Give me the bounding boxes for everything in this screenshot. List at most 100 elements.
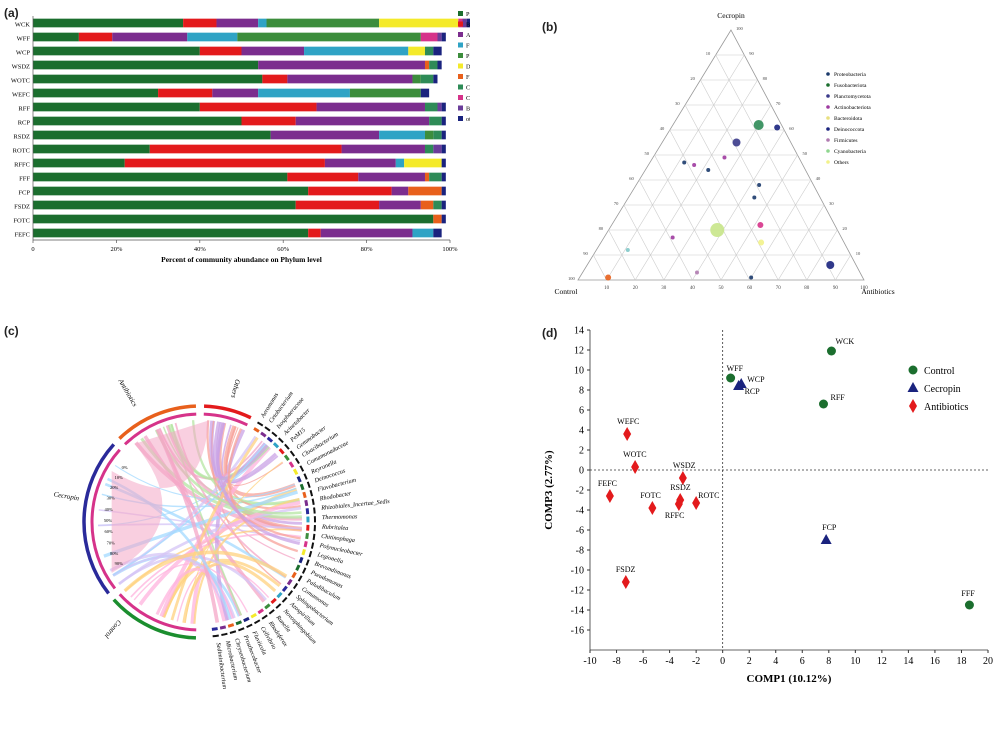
x-tick-label: 0 — [720, 656, 725, 667]
ternary-point — [671, 236, 675, 240]
point-label: FFF — [961, 589, 975, 598]
bar-segment — [33, 117, 242, 126]
tick-label: 70 — [776, 286, 782, 291]
genus-outer-arc — [314, 507, 315, 513]
bar-segment — [433, 215, 441, 224]
point-label: RCP — [745, 387, 761, 396]
legend-swatch — [458, 22, 463, 27]
point-label: FSDZ — [616, 565, 636, 574]
bar-segment — [425, 103, 438, 112]
legend-label: Planctomycetota — [834, 94, 871, 100]
point-label: WCK — [835, 337, 854, 346]
genus-outer-arc — [285, 444, 289, 449]
genus-arc — [261, 433, 266, 436]
bar-segment — [187, 33, 237, 42]
y-tick-label: -6 — [576, 526, 584, 537]
category-label: WEFC — [12, 91, 30, 98]
y-tick-label: 4 — [579, 426, 584, 437]
bar-segment — [358, 173, 425, 182]
genus-outer-arc — [299, 576, 302, 581]
bar-segment — [425, 145, 433, 154]
bar-segment — [258, 19, 266, 28]
legend-swatch — [458, 64, 463, 69]
x-tick-label: -8 — [612, 656, 620, 667]
grid-line — [685, 105, 778, 280]
genus-outer-arc — [254, 620, 259, 623]
x-tick-label: -4 — [665, 656, 673, 667]
ternary-point — [826, 261, 834, 269]
genus-outer-arc — [307, 560, 309, 566]
bar-segment — [216, 19, 258, 28]
point-label: RFF — [830, 393, 845, 402]
genus-outer-arc — [308, 482, 310, 488]
tick-label: 90 — [749, 51, 754, 56]
bar-segment — [33, 187, 308, 196]
grid-line — [593, 255, 606, 280]
genus-outer-arc — [303, 568, 306, 574]
genus-arc — [212, 629, 218, 630]
genus-outer-arc — [296, 458, 299, 463]
bar-segment — [308, 229, 321, 238]
percent-tick: 20% — [110, 485, 119, 490]
bar-segment — [33, 173, 287, 182]
point-label: WOTC — [623, 450, 647, 459]
bar-segment — [379, 19, 458, 28]
bar-segment — [304, 47, 408, 56]
legend-label: Bdellovibrionota — [466, 106, 470, 113]
group-label: Others — [229, 378, 241, 399]
bar-segment — [433, 145, 441, 154]
grid-line — [716, 55, 836, 280]
legend-label: Cyanobacteria — [466, 95, 470, 102]
point-label: ROTC — [698, 491, 719, 500]
legend-label: Bacteroidota — [834, 116, 863, 122]
genus-outer-arc — [311, 490, 313, 496]
tick-label: 100 — [568, 276, 576, 281]
legend-swatch — [458, 43, 463, 48]
genus-outer-arc — [304, 474, 306, 480]
bar-segment — [242, 117, 296, 126]
legend-label: Chloroflexi — [466, 85, 470, 92]
bar-segment — [433, 131, 441, 140]
x-tick-label: 0 — [31, 246, 34, 253]
group-label: Cecropin — [53, 490, 80, 502]
genus-outer-arc — [310, 551, 312, 557]
grid-line — [607, 55, 745, 280]
tick-label: 90 — [833, 286, 839, 291]
tick-label: 90 — [583, 251, 588, 256]
ternary-point — [757, 183, 761, 187]
data-point — [622, 575, 630, 589]
bar-segment — [125, 159, 325, 168]
tick-label: 30 — [661, 286, 667, 291]
x-tick-label: 60% — [277, 246, 290, 253]
bar-segment — [237, 33, 420, 42]
bar-segment — [442, 201, 446, 210]
x-tick-label: 2 — [747, 656, 752, 667]
bar-segment — [33, 201, 296, 210]
bar-segment — [212, 89, 258, 98]
percent-tick: 10% — [115, 475, 124, 480]
bar-segment — [408, 187, 441, 196]
y-tick-label: 14 — [574, 326, 584, 337]
legend-swatch — [458, 106, 463, 111]
legend-label: Deinococcota — [834, 127, 865, 133]
bar-segment — [433, 47, 441, 56]
ternary-plot: 1010102020203030304040405050506060607070… — [530, 0, 1000, 300]
bar-segment — [158, 89, 212, 98]
data-point — [827, 347, 836, 356]
bar-segment — [33, 215, 433, 224]
ternary-point — [682, 161, 686, 165]
legend-label: Firmicutes — [466, 74, 470, 81]
bar-segment — [442, 117, 446, 126]
genus-outer-arc — [276, 604, 281, 608]
grid-line — [721, 155, 798, 280]
y-tick-label: -16 — [571, 626, 584, 637]
bar-segment — [342, 145, 425, 154]
category-label: RCP — [18, 119, 31, 126]
genus-label: Rubritalea — [321, 523, 349, 531]
tick-label: 100 — [736, 26, 744, 31]
legend-marker — [908, 382, 919, 392]
x-tick-label: 40% — [194, 246, 207, 253]
panel-c-label: (c) — [4, 324, 19, 338]
